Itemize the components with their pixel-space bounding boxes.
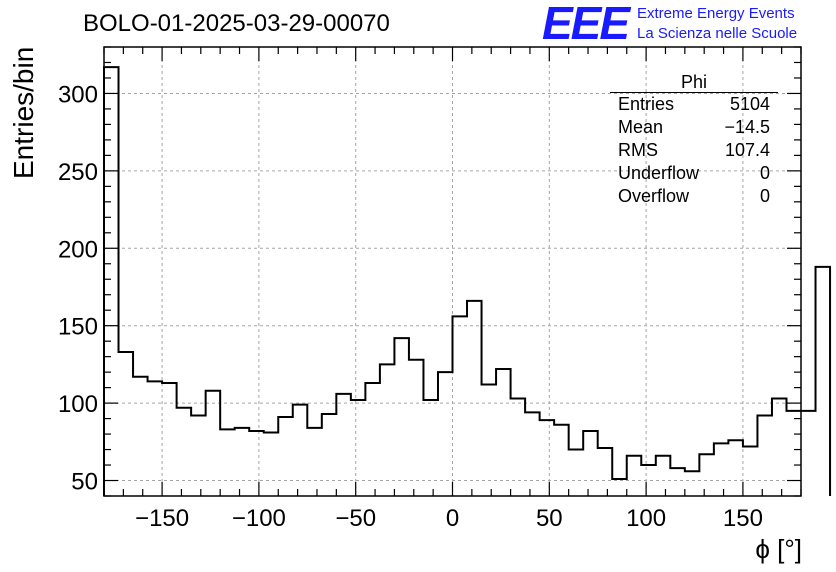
y-tick-label: 150: [58, 314, 98, 341]
logo-line-1: Extreme Energy Events: [637, 5, 795, 22]
stats-label: Underflow: [618, 163, 700, 183]
y-tick-label: 250: [58, 159, 98, 186]
stats-row-overflow: Overflow 0: [610, 185, 778, 208]
stats-label: Overflow: [618, 186, 690, 206]
stats-row-rms: RMS 107.4: [610, 139, 778, 162]
stats-value: 0: [759, 163, 770, 183]
plot-frame: [103, 46, 802, 497]
stats-row-mean: Mean −14.5: [610, 116, 778, 139]
logo-line-2: La Scienza nelle Scuole: [637, 25, 798, 42]
stats-value: 107.4: [724, 140, 770, 160]
y-axis-label: Entries/bin: [8, 46, 39, 179]
y-tick-label: 50: [71, 469, 98, 496]
y-tick-label: 200: [58, 236, 98, 263]
stats-title: Phi: [610, 72, 778, 93]
run-title: BOLO-01-2025-03-29-00070: [83, 10, 390, 37]
tick-labels: −150 −100 −50 0 50 100 150 50 100 150 200 250 300: [58, 81, 763, 532]
stats-value: 0: [759, 186, 770, 206]
y-tick-label: 300: [58, 81, 98, 108]
x-tick-label: −50: [335, 505, 376, 532]
y-tick-label: 100: [58, 391, 98, 418]
x-tick-label: 150: [723, 505, 763, 532]
x-tick-label: −150: [135, 505, 189, 532]
stats-label: Entries: [618, 94, 675, 114]
stats-row-underflow: Underflow 0: [610, 162, 778, 185]
stats-label: Mean: [618, 117, 664, 137]
x-tick-label: −100: [232, 505, 286, 532]
histogram-outline: [103, 66, 832, 496]
x-tick-label: 0: [446, 505, 459, 532]
x-tick-label: 100: [626, 505, 666, 532]
x-tick-label: 50: [536, 505, 563, 532]
eee-logo: EEE: [542, 0, 630, 49]
stats-row-entries: Entries 5104: [610, 93, 778, 116]
stats-label: RMS: [618, 140, 658, 160]
stats-box: Phi Entries 5104 Mean −14.5 RMS 107.4 Un…: [610, 72, 778, 208]
stats-value: −14.5: [724, 117, 770, 137]
x-axis-label: ϕ [°]: [755, 534, 802, 564]
stats-value: 5104: [729, 94, 770, 114]
